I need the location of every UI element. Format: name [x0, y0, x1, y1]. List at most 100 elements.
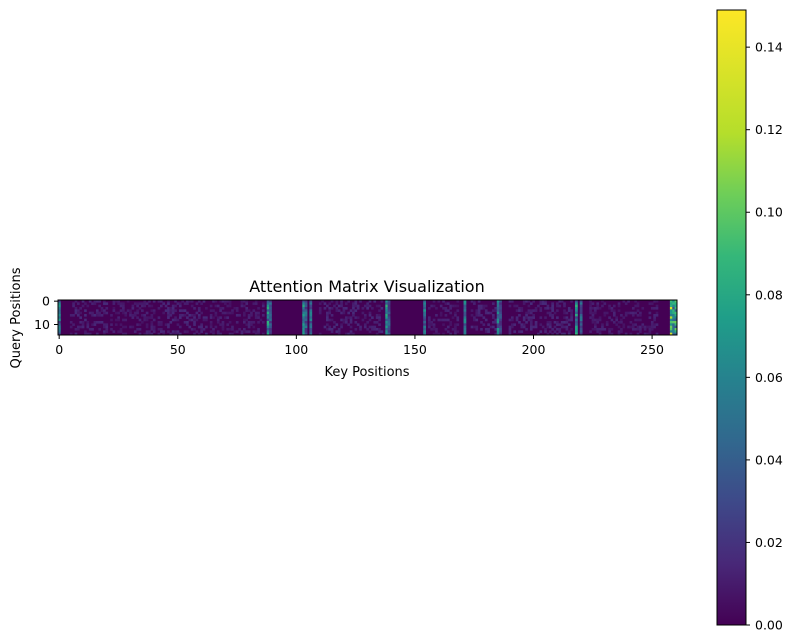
- heatmap-cell: [216, 304, 220, 308]
- heatmap-hotspot-cell: [579, 321, 583, 324]
- heatmap-cell: [544, 316, 547, 319]
- heatmap-hotspot-cell: [309, 332, 313, 336]
- heatmap-cell: [494, 309, 498, 312]
- heatmap-hotspot-cell: [669, 325, 673, 329]
- heatmap-cell: [477, 307, 481, 310]
- heatmap-cell: [152, 311, 156, 315]
- heatmap-hotspot-cell: [672, 328, 676, 331]
- heatmap-hotspot-cell: [58, 330, 61, 333]
- heatmap-hotspot-cell: [463, 314, 467, 317]
- heatmap-cell: [378, 330, 381, 333]
- heatmap-hotspot-cell: [302, 328, 306, 331]
- heatmap-hotspot-cell: [387, 328, 391, 331]
- heatmap-cell: [612, 309, 616, 312]
- heatmap-hotspot-cell: [304, 300, 308, 303]
- heatmap-cell: [81, 300, 85, 303]
- heatmap-hotspot-cell: [269, 321, 272, 324]
- heatmap-cell: [356, 323, 360, 326]
- heatmap-hotspot-cell: [58, 302, 61, 305]
- heatmap-cell: [103, 330, 106, 333]
- heatmap-cell: [112, 302, 116, 305]
- heatmap-cell: [122, 304, 125, 308]
- heatmap-hotspot-cell: [387, 314, 391, 317]
- heatmap-hotspot-cell: [309, 309, 313, 312]
- heatmap-cell: [252, 309, 256, 312]
- heatmap-cell: [131, 316, 135, 319]
- heatmap-cell: [88, 311, 92, 315]
- heatmap-cell: [254, 332, 258, 336]
- heatmap-hotspot-cell: [385, 321, 389, 324]
- heatmap-cell: [563, 311, 566, 315]
- heatmap-cell: [200, 330, 203, 333]
- heatmap-cell: [333, 325, 336, 329]
- heatmap-cell: [492, 321, 495, 324]
- heatmap-cell: [261, 321, 265, 324]
- heatmap-cell: [375, 304, 379, 308]
- heatmap-cell: [150, 309, 154, 312]
- heatmap-hotspot-cell: [302, 316, 306, 319]
- heatmap-hotspot-cell: [463, 300, 467, 303]
- heatmap-cell: [427, 307, 431, 310]
- heatmap-hotspot-cell: [423, 302, 427, 305]
- heatmap-cell: [508, 304, 512, 308]
- heatmap-cell: [119, 309, 123, 312]
- heatmap-cell: [354, 300, 358, 303]
- heatmap-cell: [636, 314, 640, 317]
- heatmap-cell: [228, 328, 232, 331]
- heatmap-cell: [150, 332, 154, 336]
- heatmap-cell: [150, 321, 154, 324]
- heatmap-cell: [257, 330, 260, 333]
- heatmap-hotspot-cell: [269, 318, 272, 322]
- heatmap-cell: [608, 328, 611, 331]
- heatmap-cell: [368, 300, 372, 303]
- heatmap-cell: [456, 318, 460, 322]
- heatmap-hotspot-cell: [674, 314, 678, 317]
- heatmap-hotspot-cell: [672, 311, 676, 315]
- heatmap-cell: [529, 323, 533, 326]
- heatmap-cell: [513, 330, 517, 333]
- heatmap-cell: [643, 328, 647, 331]
- heatmap-cell: [72, 314, 75, 317]
- heatmap-cell: [548, 311, 552, 315]
- heatmap-cell: [544, 302, 547, 305]
- heatmap-cell: [532, 325, 536, 329]
- heatmap-cell: [143, 314, 147, 317]
- heatmap-cell: [591, 311, 595, 315]
- heatmap-cell: [475, 328, 479, 331]
- heatmap-cell: [454, 325, 457, 329]
- heatmap-cell: [596, 330, 600, 333]
- heatmap-cell: [145, 311, 149, 315]
- heatmap-hotspot-cell: [669, 302, 673, 305]
- heatmap-cell: [221, 311, 225, 315]
- heatmap-cell: [103, 300, 106, 303]
- heatmap-cell: [596, 304, 600, 308]
- heatmap-cell: [494, 318, 498, 322]
- heatmap-cell: [257, 314, 260, 317]
- heatmap-cell: [159, 328, 163, 331]
- heatmap-cell: [532, 300, 536, 303]
- heatmap-cell: [487, 330, 490, 333]
- heatmap-hotspot-cell: [385, 309, 389, 312]
- heatmap-cell: [193, 321, 196, 324]
- heatmap-cell: [548, 307, 552, 310]
- heatmap-cell: [321, 300, 324, 303]
- heatmap-cell: [133, 314, 137, 317]
- heatmap-cell: [435, 328, 438, 331]
- heatmap-cell: [103, 309, 106, 312]
- heatmap-cell: [228, 302, 232, 305]
- heatmap-hotspot-cell: [496, 328, 500, 331]
- heatmap-cell: [553, 311, 557, 315]
- heatmap-cell: [567, 332, 571, 336]
- heatmap-cell: [430, 323, 434, 326]
- heatmap-hotspot-cell: [387, 321, 391, 324]
- heatmap-cell: [529, 311, 533, 315]
- heatmap-cell: [76, 328, 80, 331]
- heatmap-cell: [195, 318, 199, 322]
- heatmap-cell: [95, 300, 99, 303]
- heatmap-cell: [152, 328, 156, 331]
- heatmap-hotspot-cell: [669, 332, 673, 336]
- heatmap-cell: [529, 321, 533, 324]
- heatmap-cell: [570, 316, 573, 319]
- heatmap-cell: [176, 302, 180, 305]
- heatmap-cell: [354, 316, 358, 319]
